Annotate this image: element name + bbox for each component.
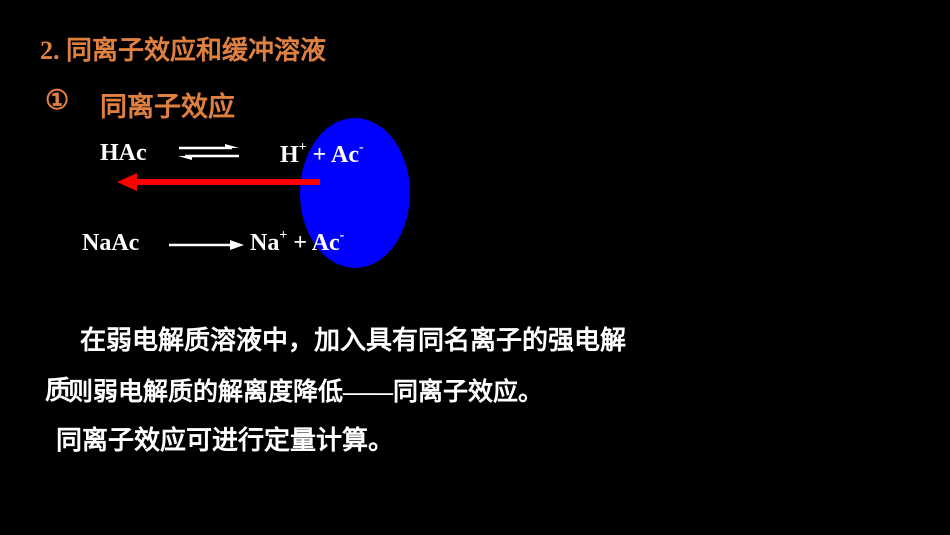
equilibrium-arrow-icon	[177, 140, 242, 164]
shift-left-arrow-icon	[115, 170, 325, 194]
eq2-plus: +	[287, 230, 311, 256]
paragraph-line2b: 则弱电解质的解离度降低——同离子效应。	[68, 372, 543, 408]
eq1-h-charge: +	[299, 140, 307, 155]
eq1-plus: +	[307, 142, 331, 168]
eq1-ac-charge: -	[359, 140, 364, 155]
eq2-na: Na	[250, 230, 279, 256]
right-arrow-icon	[168, 238, 246, 252]
section-number: 2.	[40, 36, 60, 65]
paragraph-line1: 在弱电解质溶液中，加入具有同名离子的强电解	[80, 320, 626, 357]
eq2-ac: Ac	[312, 230, 340, 256]
section-title-text: 同离子效应和缓冲溶液	[66, 36, 326, 65]
equation1-products: H+ + Ac-	[280, 142, 364, 169]
eq2-na-charge: +	[279, 228, 287, 243]
equation2-products: Na+ + Ac-	[250, 230, 344, 257]
subsection-number: ①	[45, 85, 69, 116]
equation2-reactant: NaAc	[82, 230, 139, 257]
equation1-reactant: HAc	[100, 140, 147, 167]
eq2-ac-charge: -	[340, 228, 345, 243]
eq1-ac: Ac	[331, 142, 359, 168]
section-title: 2. 同离子效应和缓冲溶液	[40, 30, 326, 67]
eq1-h: H	[280, 142, 299, 168]
subsection-label: 同离子效应	[100, 85, 235, 124]
paragraph-line3: 同离子效应可进行定量计算。	[56, 420, 394, 457]
